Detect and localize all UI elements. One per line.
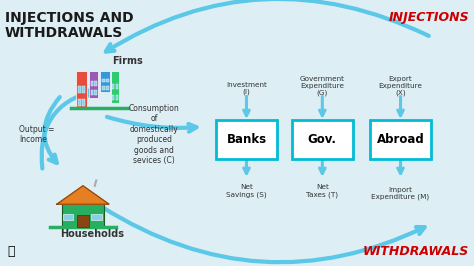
- Text: Abroad: Abroad: [377, 133, 424, 146]
- FancyBboxPatch shape: [216, 120, 277, 159]
- FancyBboxPatch shape: [76, 71, 87, 108]
- FancyBboxPatch shape: [116, 95, 118, 100]
- FancyBboxPatch shape: [102, 86, 105, 90]
- FancyBboxPatch shape: [82, 99, 85, 106]
- Text: WITHDRAWALS: WITHDRAWALS: [363, 245, 469, 258]
- FancyBboxPatch shape: [112, 84, 114, 89]
- Text: Banks: Banks: [227, 133, 266, 146]
- FancyBboxPatch shape: [82, 86, 85, 93]
- FancyBboxPatch shape: [62, 203, 104, 227]
- FancyBboxPatch shape: [111, 71, 118, 103]
- FancyBboxPatch shape: [89, 71, 98, 98]
- FancyBboxPatch shape: [91, 81, 93, 86]
- Text: Output =
Income: Output = Income: [19, 125, 55, 144]
- FancyBboxPatch shape: [116, 84, 118, 89]
- Text: Households: Households: [60, 229, 125, 239]
- FancyBboxPatch shape: [106, 86, 109, 90]
- FancyBboxPatch shape: [78, 86, 81, 93]
- FancyBboxPatch shape: [91, 90, 93, 95]
- Text: Import
Expenditure (M): Import Expenditure (M): [372, 187, 429, 200]
- Text: INJECTIONS: INJECTIONS: [389, 11, 469, 24]
- FancyBboxPatch shape: [91, 214, 102, 220]
- FancyBboxPatch shape: [292, 120, 353, 159]
- Text: Net
Taxes (T): Net Taxes (T): [306, 184, 338, 198]
- Text: Gov.: Gov.: [308, 133, 337, 146]
- FancyBboxPatch shape: [370, 120, 431, 159]
- Polygon shape: [57, 186, 109, 204]
- Text: 🎓: 🎓: [7, 245, 15, 258]
- FancyBboxPatch shape: [100, 71, 110, 92]
- FancyBboxPatch shape: [102, 78, 105, 82]
- Text: Export
Expenditure
(X): Export Expenditure (X): [379, 76, 422, 96]
- Text: Net
Savings (S): Net Savings (S): [226, 184, 267, 198]
- FancyBboxPatch shape: [106, 78, 109, 82]
- FancyBboxPatch shape: [63, 214, 73, 220]
- Text: Government
Expenditure
(G): Government Expenditure (G): [300, 76, 345, 96]
- FancyBboxPatch shape: [112, 95, 114, 100]
- Text: Consumption
of
domestically
produced
goods and
sevices (C): Consumption of domestically produced goo…: [128, 104, 180, 165]
- Text: INJECTIONS AND
WITHDRAWALS: INJECTIONS AND WITHDRAWALS: [5, 11, 133, 40]
- Text: Firms: Firms: [113, 56, 143, 66]
- Text: Investment
(I): Investment (I): [226, 82, 267, 95]
- FancyBboxPatch shape: [77, 215, 89, 227]
- FancyBboxPatch shape: [94, 90, 97, 95]
- FancyBboxPatch shape: [78, 99, 81, 106]
- FancyBboxPatch shape: [94, 81, 97, 86]
